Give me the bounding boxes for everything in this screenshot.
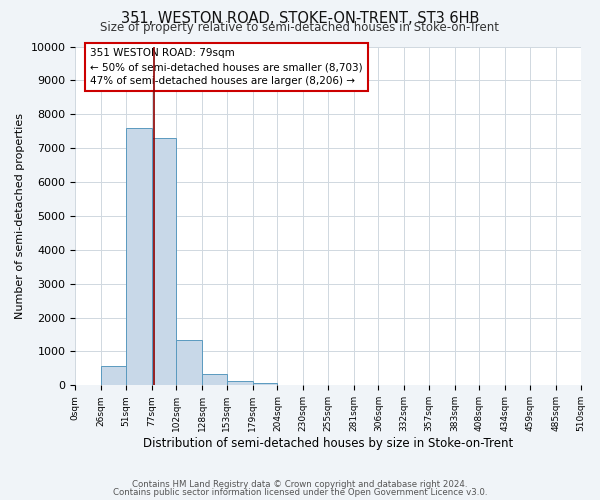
Text: Contains public sector information licensed under the Open Government Licence v3: Contains public sector information licen… [113,488,487,497]
X-axis label: Distribution of semi-detached houses by size in Stoke-on-Trent: Distribution of semi-detached houses by … [143,437,513,450]
Text: 351 WESTON ROAD: 79sqm
← 50% of semi-detached houses are smaller (8,703)
47% of : 351 WESTON ROAD: 79sqm ← 50% of semi-det… [91,48,363,86]
Bar [101,366,126,386]
Text: Contains HM Land Registry data © Crown copyright and database right 2024.: Contains HM Land Registry data © Crown c… [132,480,468,489]
Bar [202,374,227,386]
Bar [227,381,253,386]
Bar [126,128,152,386]
Bar [253,382,277,386]
Text: Size of property relative to semi-detached houses in Stoke-on-Trent: Size of property relative to semi-detach… [101,21,499,34]
Text: 351, WESTON ROAD, STOKE-ON-TRENT, ST3 6HB: 351, WESTON ROAD, STOKE-ON-TRENT, ST3 6H… [121,11,479,26]
Y-axis label: Number of semi-detached properties: Number of semi-detached properties [15,113,25,319]
Bar [176,340,202,386]
Bar [152,138,176,386]
